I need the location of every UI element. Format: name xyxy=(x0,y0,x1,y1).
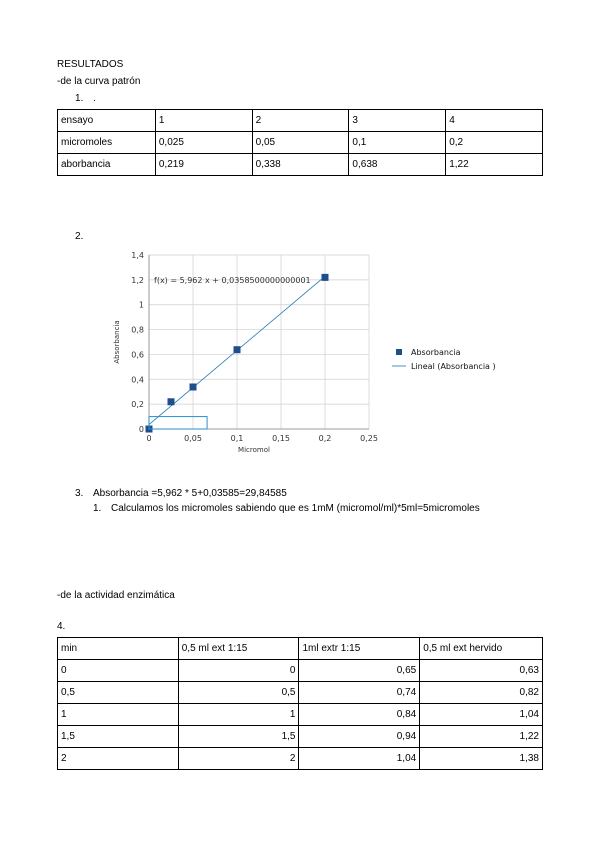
item-3-sub-number: 1. xyxy=(93,503,102,514)
section-title-standard-curve: -de la curva patrón xyxy=(57,76,141,87)
data-point xyxy=(233,346,241,354)
y-tick-label: 1,4 xyxy=(131,251,144,260)
table-cell: micromoles xyxy=(57,131,156,154)
table-cell: 2 xyxy=(57,747,179,770)
y-tick-labels: 0 0,2 0,4 0,6 0,8 1 1,2 1,4 xyxy=(131,251,144,434)
table-row: micromoles 0,025 0,05 0,1 0,2 xyxy=(57,131,543,154)
table-row: 1 1 0,84 1,04 xyxy=(57,703,543,726)
enzyme-activity-table: min 0,5 ml ext 1:15 1ml extr 1:15 0,5 ml ex… xyxy=(57,637,543,770)
table-row: 1,5 1,5 0,94 1,22 xyxy=(57,725,543,748)
y-axis-label: Absorbancia xyxy=(113,320,121,363)
table-cell: 0 xyxy=(57,659,179,682)
table-cell: 0,1 xyxy=(348,131,447,154)
table-cell: 0,65 xyxy=(298,659,421,682)
table-cell: 1,5 xyxy=(57,725,179,748)
item-3-number: 3. xyxy=(75,488,84,499)
table-row: aborbancia 0,219 0,338 0,638 1,22 xyxy=(57,153,543,176)
table-cell: 0,219 xyxy=(154,153,253,176)
y-tick-label: 0,8 xyxy=(131,326,144,335)
x-tick-label: 0 xyxy=(146,434,151,443)
table-header-cell: 0,5 ml ext hervido xyxy=(419,637,543,660)
table-cell: 1,04 xyxy=(298,747,421,770)
x-tick-label: 0,2 xyxy=(319,434,332,443)
x-axis-label: Micromol xyxy=(238,446,270,454)
table-cell: 0,94 xyxy=(298,725,421,748)
data-point xyxy=(321,273,329,281)
table-cell: 2 xyxy=(177,747,300,770)
legend-marker-absorbancia xyxy=(396,349,402,355)
chart-legend: Absorbancia Lineal (Absorbancia ) xyxy=(392,348,496,371)
table-cell: ensayo xyxy=(57,109,156,132)
table-cell: 1,5 xyxy=(177,725,300,748)
standard-curve-chart: 0 0,2 0,4 0,6 0,8 1 1,2 1,4 0 0,05 0,1 0,15 0,2 0,25… xyxy=(113,251,496,454)
table-cell: 0,74 xyxy=(298,681,421,704)
legend-label-absorbancia: Absorbancia xyxy=(411,348,461,357)
chart-gridlines xyxy=(148,254,370,430)
table-row: ensayo 1 2 3 4 xyxy=(57,109,543,132)
y-tick-label: 0,6 xyxy=(131,350,144,359)
selection-box xyxy=(148,416,208,430)
table-header-row: min 0,5 ml ext 1:15 1ml extr 1:15 0,5 ml ex… xyxy=(57,637,543,660)
data-point xyxy=(189,383,197,391)
table-cell: 0,338 xyxy=(251,153,350,176)
y-tick-label: 1,2 xyxy=(131,276,144,285)
y-tick-label: 0,4 xyxy=(131,375,144,384)
table-cell: 1,04 xyxy=(419,703,543,726)
table-cell: 1 xyxy=(154,109,253,132)
item-2-number: 2. xyxy=(75,231,84,242)
table-cell: 0,05 xyxy=(251,131,350,154)
y-tick-label: 1 xyxy=(139,301,144,310)
table-cell: 3 xyxy=(348,109,447,132)
x-tick-label: 0,15 xyxy=(272,434,290,443)
item-3-text: Absorbancia =5,962 * 5+0,03585=29,84585 xyxy=(93,488,287,499)
table-cell: 0,82 xyxy=(419,681,543,704)
table-cell: 0,63 xyxy=(419,659,543,682)
table-cell: aborbancia xyxy=(57,153,156,176)
y-tick-label: 0 xyxy=(139,425,144,434)
table-cell: 1 xyxy=(57,703,179,726)
table-header-cell: 1ml extr 1:15 xyxy=(298,637,421,660)
x-tick-label: 0,1 xyxy=(231,434,244,443)
x-tick-label: 0,25 xyxy=(360,434,378,443)
table-row: 2 2 1,04 1,38 xyxy=(57,747,543,770)
table-cell: 1 xyxy=(177,703,300,726)
item-1-text: . xyxy=(93,93,96,104)
x-tick-label: 0,05 xyxy=(184,434,202,443)
item-1-number: 1. xyxy=(75,93,84,104)
data-point xyxy=(167,398,175,406)
y-tick-label: 0,2 xyxy=(131,400,144,409)
table-cell: 1,22 xyxy=(419,725,543,748)
section-title-enzyme-activity: -de la actividad enzimática xyxy=(57,590,175,601)
results-heading: RESULTADOS xyxy=(57,59,124,70)
table-header-cell: min xyxy=(57,637,179,660)
table-cell: 0,025 xyxy=(154,131,253,154)
table-cell: 4 xyxy=(445,109,543,132)
item-4-number: 4. xyxy=(57,621,66,632)
trendline-equation: f(x) = 5,962 x + 0,0358500000000001 xyxy=(154,276,311,285)
table-cell: 0,84 xyxy=(298,703,421,726)
item-3-sub-text: Calculamos los micromoles sabiendo que e… xyxy=(111,503,480,514)
x-tick-labels: 0 0,05 0,1 0,15 0,2 0,25 xyxy=(146,434,377,443)
table-header-cell: 0,5 ml ext 1:15 xyxy=(177,637,300,660)
table-row: 0,5 0,5 0,74 0,82 xyxy=(57,681,543,704)
table-cell: 1,22 xyxy=(445,153,543,176)
standard-curve-table: ensayo 1 2 3 4 micromoles 0,025 0,05 0,1 0,2 aborb… xyxy=(57,109,543,176)
table-cell: 1,38 xyxy=(419,747,543,770)
table-row: 0 0 0,65 0,63 xyxy=(57,659,543,682)
table-cell: 0,2 xyxy=(445,131,543,154)
table-cell: 0,638 xyxy=(348,153,447,176)
table-cell: 0 xyxy=(177,659,300,682)
table-cell: 0,5 xyxy=(177,681,300,704)
table-cell: 2 xyxy=(251,109,350,132)
legend-label-lineal: Lineal (Absorbancia ) xyxy=(411,362,496,371)
table-cell: 0,5 xyxy=(57,681,179,704)
